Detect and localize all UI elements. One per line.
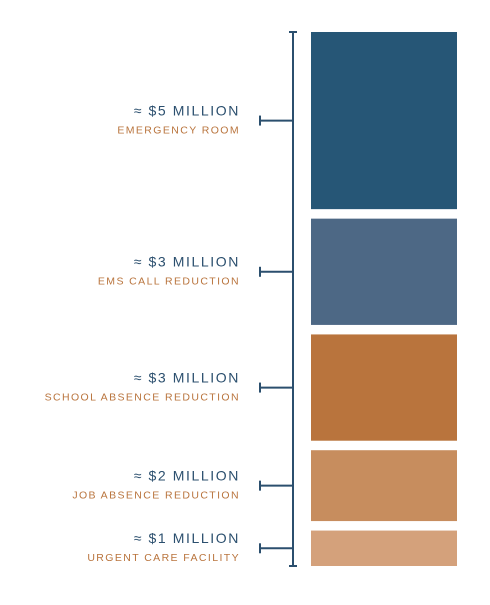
- block: [311, 530, 457, 566]
- value-label: ≈ $3 MILLION: [134, 253, 240, 269]
- category-label: SCHOOL ABSENCE REDUCTION: [45, 391, 240, 403]
- value-label: ≈ $1 MILLION: [134, 530, 240, 546]
- category-label: JOB ABSENCE REDUCTION: [72, 489, 240, 501]
- block: [311, 218, 457, 325]
- block: [311, 450, 457, 522]
- category-label: EMERGENCY ROOM: [117, 124, 240, 136]
- value-label: ≈ $2 MILLION: [134, 467, 240, 483]
- category-label: EMS CALL REDUCTION: [98, 276, 240, 288]
- category-label: URGENT CARE FACILITY: [87, 552, 240, 564]
- value-label: ≈ $3 MILLION: [134, 369, 240, 385]
- value-label: ≈ $5 MILLION: [134, 102, 240, 118]
- block: [311, 334, 457, 441]
- block: [311, 32, 457, 210]
